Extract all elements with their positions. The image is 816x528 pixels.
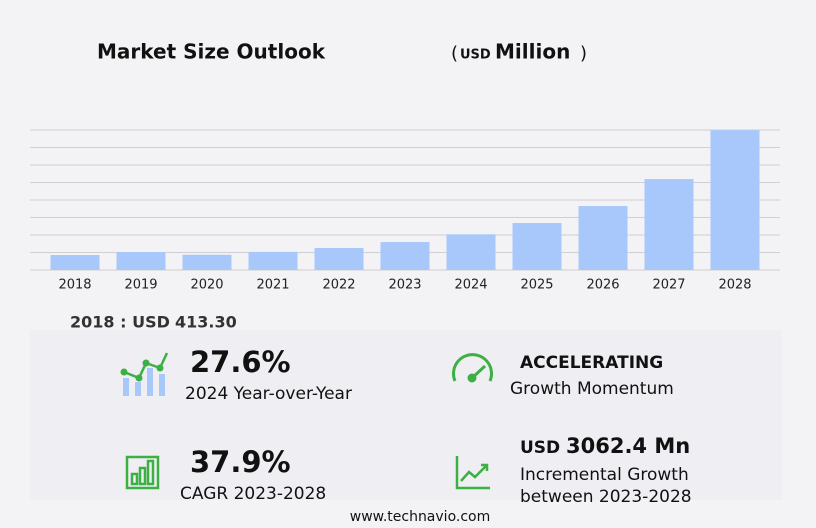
unit-close: ) bbox=[580, 43, 587, 64]
stats-panel bbox=[30, 330, 782, 500]
chart-title: Market Size Outlook bbox=[97, 40, 326, 64]
plot: 2018 2019 2020 2021 2022 2023 2024 2025 2026 2027… bbox=[30, 129, 780, 293]
cagr-icon bbox=[125, 455, 160, 490]
bar bbox=[248, 251, 298, 270]
x-tick-label: 2027 bbox=[652, 278, 685, 293]
x-tick-label: 2018 bbox=[58, 278, 91, 293]
x-tick-label: 2019 bbox=[124, 278, 157, 293]
growth-icon bbox=[455, 456, 490, 490]
momentum-label: Growth Momentum bbox=[510, 379, 674, 399]
yoy-icon bbox=[120, 352, 169, 396]
bar bbox=[446, 234, 496, 270]
bar bbox=[50, 255, 100, 270]
x-tick-label: 2021 bbox=[256, 278, 289, 293]
x-tick-label: 2023 bbox=[388, 278, 421, 293]
momentum-value: ACCELERATING bbox=[520, 353, 663, 373]
bar bbox=[182, 254, 232, 270]
cagr-value: 37.9% bbox=[190, 445, 291, 479]
bar bbox=[578, 206, 628, 270]
unit: Million bbox=[495, 40, 570, 64]
incr-period: between 2023-2028 bbox=[520, 487, 692, 507]
base-value: 413.30 bbox=[175, 313, 237, 332]
bar bbox=[116, 252, 166, 270]
yoy-value: 27.6% bbox=[190, 345, 291, 379]
bar bbox=[512, 223, 562, 270]
momentum-icon bbox=[452, 353, 493, 383]
bar bbox=[380, 242, 430, 270]
yoy-label: 2024 Year-over-Year bbox=[185, 384, 352, 404]
x-tick-label: 2024 bbox=[454, 278, 487, 293]
x-tick-label: 2028 bbox=[718, 278, 751, 293]
unit-prefix: USD bbox=[460, 48, 491, 63]
incr-prefix: USD bbox=[520, 438, 560, 458]
incr-label: Incremental Growth bbox=[520, 465, 689, 485]
x-tick-label: 2026 bbox=[586, 278, 619, 293]
unit-open: ( bbox=[451, 43, 458, 64]
incr-value: 3062.4 Mn bbox=[566, 434, 690, 458]
bar bbox=[710, 130, 760, 270]
cagr-label: CAGR 2023-2028 bbox=[180, 484, 326, 504]
bar bbox=[644, 179, 694, 270]
x-tick-label: 2020 bbox=[190, 278, 223, 293]
footer: www.technavio.com bbox=[350, 509, 491, 525]
bar bbox=[314, 248, 364, 270]
x-tick-label: 2025 bbox=[520, 278, 553, 293]
x-tick-label: 2022 bbox=[322, 278, 355, 293]
base-label: 2018 : USD bbox=[70, 313, 170, 332]
